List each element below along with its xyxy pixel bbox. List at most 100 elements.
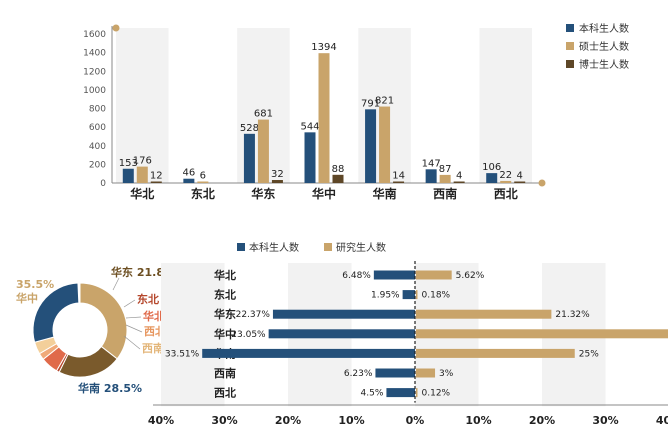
bar <box>202 348 415 358</box>
leader-line <box>125 316 142 319</box>
bar-value-label: 791 <box>361 98 380 109</box>
x-category-label: 华南 <box>373 186 397 201</box>
row-category-label: 西南 <box>214 366 236 380</box>
column-stripe <box>116 28 169 183</box>
bar <box>416 270 452 280</box>
bar <box>304 132 316 183</box>
bar <box>416 290 418 300</box>
y-tick-label: 800 <box>89 105 106 115</box>
y-tick-label: 1600 <box>83 30 106 40</box>
bar-value-label: 147 <box>422 158 441 169</box>
donut-slice-label: 华中 <box>16 291 38 305</box>
bar-value-label: 14 <box>392 171 405 182</box>
x-tick-label: 0% <box>406 414 425 427</box>
x-tick-label: 30% <box>592 414 618 427</box>
bar-value-label: 3% <box>439 369 454 379</box>
bar <box>332 174 344 183</box>
bar <box>318 53 330 184</box>
x-tick-label: 40% <box>148 414 174 427</box>
y-tick-label: 1000 <box>83 86 106 96</box>
y-tick-label: 600 <box>89 123 106 133</box>
row-category-label: 华东 <box>214 307 236 321</box>
bar-value-label: 46 <box>182 168 195 179</box>
axis-end-dot <box>538 179 546 187</box>
bar-value-label: 22.37% <box>236 310 271 320</box>
bar-value-label: 1394 <box>311 42 336 53</box>
bar-value-label: 33.51% <box>165 349 200 359</box>
x-category-label: 华北 <box>130 186 154 201</box>
bar-value-label: 32 <box>271 169 284 180</box>
bar-value-label: 176 <box>133 156 152 167</box>
x-category-label: 西南 <box>433 186 457 201</box>
x-tick-label: 20% <box>529 414 555 427</box>
y-tick-label: 0 <box>100 179 106 189</box>
donut-slice <box>79 282 128 360</box>
x-category-label: 华东 <box>251 186 275 201</box>
bar <box>197 181 209 183</box>
x-tick-label: 10% <box>338 414 364 427</box>
bar <box>183 178 195 183</box>
bar-value-label: 5.62% <box>456 271 485 281</box>
x-category-label: 东北 <box>191 186 215 201</box>
bar <box>379 106 391 183</box>
column-stripe <box>479 28 532 183</box>
bar <box>416 329 668 339</box>
bar <box>243 133 255 183</box>
donut-slice-label: 华南 28.5% <box>78 381 142 395</box>
bar-value-label: 6 <box>200 171 206 182</box>
bar-value-label: 528 <box>240 123 259 134</box>
legend-label: 本科生人数 <box>249 241 299 254</box>
bar-value-label: 87 <box>439 164 452 175</box>
legend-label: 本科生人数 <box>579 22 629 35</box>
x-tick-label: 30% <box>211 414 237 427</box>
bar-value-label: 153 <box>119 158 138 169</box>
axis-end-dot <box>112 24 120 32</box>
leader-line <box>112 277 120 291</box>
bar <box>271 180 283 183</box>
bar-value-label: 25% <box>579 349 599 359</box>
row-category-label: 华中 <box>214 327 236 341</box>
bar <box>393 181 405 183</box>
bar <box>402 290 415 300</box>
bar <box>373 270 415 280</box>
row-category-label: 西北 <box>214 386 236 400</box>
y-tick-label: 400 <box>89 142 106 152</box>
row-category-label: 华北 <box>214 268 236 282</box>
bar <box>150 181 162 183</box>
bar <box>136 166 148 183</box>
bar-value-label: 544 <box>300 121 319 132</box>
bar-value-label: 821 <box>375 96 394 107</box>
x-category-label: 华中 <box>312 186 336 201</box>
bar-value-label: 4 <box>517 171 523 182</box>
leader-line <box>125 324 143 333</box>
y-tick-label: 1400 <box>83 49 106 59</box>
bar <box>268 329 415 339</box>
donut-slice <box>32 282 80 343</box>
x-tick-label: 20% <box>275 414 301 427</box>
column-stripe <box>161 263 225 407</box>
y-tick-label: 1200 <box>83 67 106 77</box>
x-tick-label: 40% <box>656 414 668 427</box>
donut-slice-label: 35.5% <box>16 278 54 291</box>
bar-value-label: 88 <box>332 164 345 175</box>
bar <box>365 109 377 183</box>
bar <box>514 181 526 183</box>
bar-value-label: 6.23% <box>344 369 373 379</box>
legend-swatch <box>566 60 574 68</box>
bar-value-label: 22 <box>499 170 512 181</box>
bar <box>386 388 415 398</box>
bar-value-label: 0.18% <box>422 291 451 301</box>
bar <box>416 368 436 378</box>
donut-slice-label: 华东 21.8% <box>111 265 175 279</box>
bar-value-label: 0.12% <box>422 389 451 399</box>
bar <box>439 174 451 183</box>
bar <box>453 181 465 183</box>
bar <box>486 173 498 183</box>
legend-swatch <box>324 243 332 251</box>
bar-value-label: 1.95% <box>371 291 400 301</box>
y-tick-label: 200 <box>89 160 106 170</box>
bar <box>375 368 415 378</box>
x-category-label: 西北 <box>494 186 518 201</box>
